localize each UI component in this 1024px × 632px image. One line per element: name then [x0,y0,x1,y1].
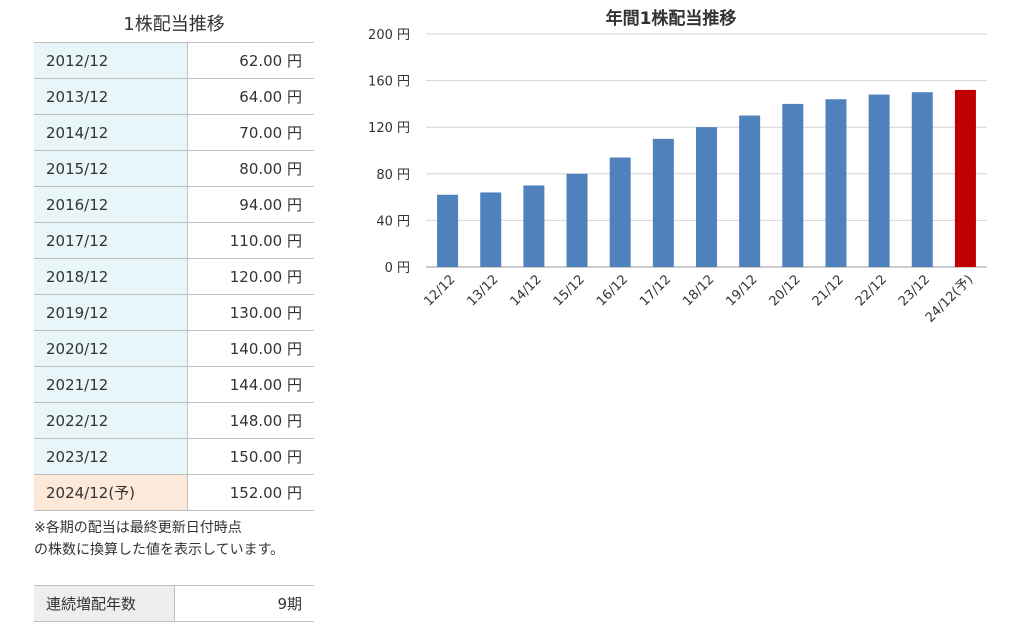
note-line-2: の株数に換算した値を表示しています。 [34,539,314,561]
table-row: 2023/12 150.00 円 [34,439,314,475]
bar-16-12 [610,157,631,267]
streak-label: 連続増配年数 [34,586,174,622]
row-amount: 120.00 円 [187,259,314,295]
y-tick-label: 0 円 [385,261,410,276]
y-axis-ticks: 0 円 40 円 80 円 120 円 160 円 200 円 [368,28,410,276]
bar-24-12--- [955,90,976,267]
row-amount: 140.00 円 [187,331,314,367]
bar-14-12 [523,185,544,267]
bar-21-12 [825,99,846,267]
table-row: 2014/12 70.00 円 [34,115,314,151]
x-axis-ticks: 12/12 13/12 14/12 15/12 16/12 17/12 18/12 19/12… [421,272,976,325]
y-tick-label: 200 円 [368,28,410,43]
x-tick-label: 18/12 [680,272,717,309]
row-period: 2013/12 [34,79,187,115]
x-tick-label: 17/12 [637,272,674,309]
bar-13-12 [480,192,501,267]
row-amount: 94.00 円 [187,187,314,223]
streak-value: 9期 [174,586,314,622]
bar-19-12 [739,116,760,267]
row-amount: 70.00 円 [187,115,314,151]
y-tick-label: 40 円 [376,214,410,229]
table-row: 2018/12 120.00 円 [34,259,314,295]
table-row: 2022/12 148.00 円 [34,403,314,439]
row-amount: 80.00 円 [187,151,314,187]
table-title: 1株配当推移 [34,8,314,42]
note-line-1: ※各期の配当は最終更新日付時点 [34,517,314,539]
x-tick-label: 22/12 [853,272,890,309]
bar-18-12 [696,127,717,267]
table-row: 2013/12 64.00 円 [34,79,314,115]
table-row: 2020/12 140.00 円 [34,331,314,367]
bars [437,90,976,267]
bar-22-12 [869,95,890,267]
row-period: 2022/12 [34,403,187,439]
x-tick-label: 24/12(予) [923,272,976,325]
x-tick-label: 19/12 [723,272,760,309]
x-tick-label: 15/12 [551,272,588,309]
row-amount: 152.00 円 [187,475,314,511]
row-amount: 148.00 円 [187,403,314,439]
dividend-table-panel: 1株配当推移 2012/12 62.00 円 2013/12 64.00 円 2014/… [34,8,314,622]
x-tick-label: 12/12 [421,272,458,309]
row-amount: 64.00 円 [187,79,314,115]
streak-table: 連続増配年数 9期 [34,585,314,622]
note: ※各期の配当は最終更新日付時点 の株数に換算した値を表示しています。 [34,517,314,561]
row-amount: 110.00 円 [187,223,314,259]
x-tick-label: 13/12 [464,272,501,309]
table-row: 2021/12 144.00 円 [34,367,314,403]
row-amount: 62.00 円 [187,43,314,79]
row-period: 2018/12 [34,259,187,295]
y-tick-label: 120 円 [368,121,410,136]
row-period: 2017/12 [34,223,187,259]
table-row: 2017/12 110.00 円 [34,223,314,259]
bar-17-12 [653,139,674,267]
row-amount: 130.00 円 [187,295,314,331]
table-row: 2012/12 62.00 円 [34,43,314,79]
row-period: 2019/12 [34,295,187,331]
y-tick-label: 160 円 [368,75,410,90]
row-period: 2021/12 [34,367,187,403]
table-row: 2015/12 80.00 円 [34,151,314,187]
bar-20-12 [782,104,803,267]
row-amount: 144.00 円 [187,367,314,403]
chart-title: 年間1株配当推移 [606,8,737,29]
row-period: 2012/12 [34,43,187,79]
row-amount: 150.00 円 [187,439,314,475]
x-tick-label: 23/12 [896,272,933,309]
row-period: 2014/12 [34,115,187,151]
row-period: 2016/12 [34,187,187,223]
row-period: 2020/12 [34,331,187,367]
x-tick-label: 21/12 [810,272,847,309]
table-row: 2024/12(予) 152.00 円 [34,475,314,511]
row-period: 2015/12 [34,151,187,187]
row-period: 2023/12 [34,439,187,475]
y-tick-label: 80 円 [376,168,410,183]
dividend-table: 2012/12 62.00 円 2013/12 64.00 円 2014/12 70.00… [34,42,314,511]
bar-12-12 [437,195,458,267]
bar-23-12 [912,92,933,267]
bar-15-12 [567,174,588,267]
dividend-bar-chart: 年間1株配当推移 0 円 40 円 80 円 120 円 160 円 200 円 12/1… [340,0,1000,360]
table-row: 2019/12 130.00 円 [34,295,314,331]
x-tick-label: 16/12 [594,272,631,309]
table-row: 2016/12 94.00 円 [34,187,314,223]
row-period: 2024/12(予) [34,475,187,511]
x-tick-label: 14/12 [508,272,545,309]
x-tick-label: 20/12 [767,272,804,309]
